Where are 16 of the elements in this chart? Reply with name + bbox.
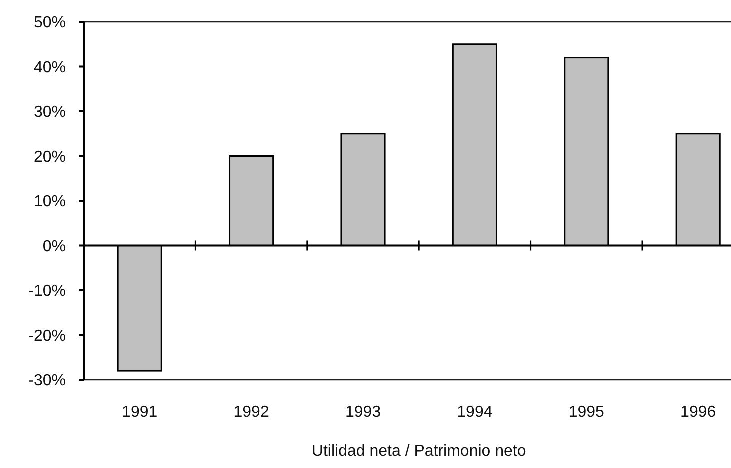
- x-tick-label: 1993: [345, 404, 382, 421]
- y-tick-label: -10%: [28, 283, 66, 300]
- x-tick-label: 1991: [122, 404, 158, 421]
- x-tick-label: 1994: [457, 404, 493, 421]
- y-tick-label: 10%: [34, 194, 66, 211]
- x-tick-label: 1992: [234, 404, 270, 421]
- y-tick-label: 50%: [34, 14, 66, 32]
- x-axis-title: Utilidad neta / Patrimonio neto: [312, 443, 526, 460]
- y-tick-label: -20%: [28, 328, 66, 345]
- y-tick-label: 30%: [34, 104, 66, 122]
- x-tick-label: 1995: [568, 404, 605, 421]
- y-tick-label: 40%: [34, 59, 66, 76]
- x-tick-label: 1996: [680, 404, 716, 421]
- y-tick-label: -30%: [28, 372, 66, 390]
- y-tick-label: 0%: [42, 238, 66, 256]
- y-tick-label: 20%: [34, 148, 66, 166]
